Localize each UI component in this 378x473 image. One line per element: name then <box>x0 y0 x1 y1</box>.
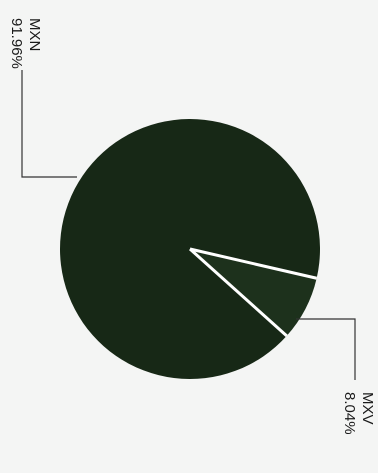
slice-value-mxv: 8.04% <box>341 392 358 435</box>
slice-separator-2 <box>188 247 288 338</box>
label-mxn: MXN 91.96% <box>8 18 77 178</box>
leader-line-mxn <box>21 70 77 178</box>
slice-label-mxn: MXN <box>26 18 43 51</box>
slice-separators <box>188 247 318 338</box>
slice-value-mxn: 91.96% <box>8 18 25 69</box>
label-mxv: MXV 8.04% <box>296 318 376 435</box>
leader-line-mxv <box>296 318 356 380</box>
pie-slice-mxv <box>190 249 317 336</box>
slice-separator-1 <box>189 247 318 280</box>
slice-label-mxv: MXV <box>359 392 376 425</box>
